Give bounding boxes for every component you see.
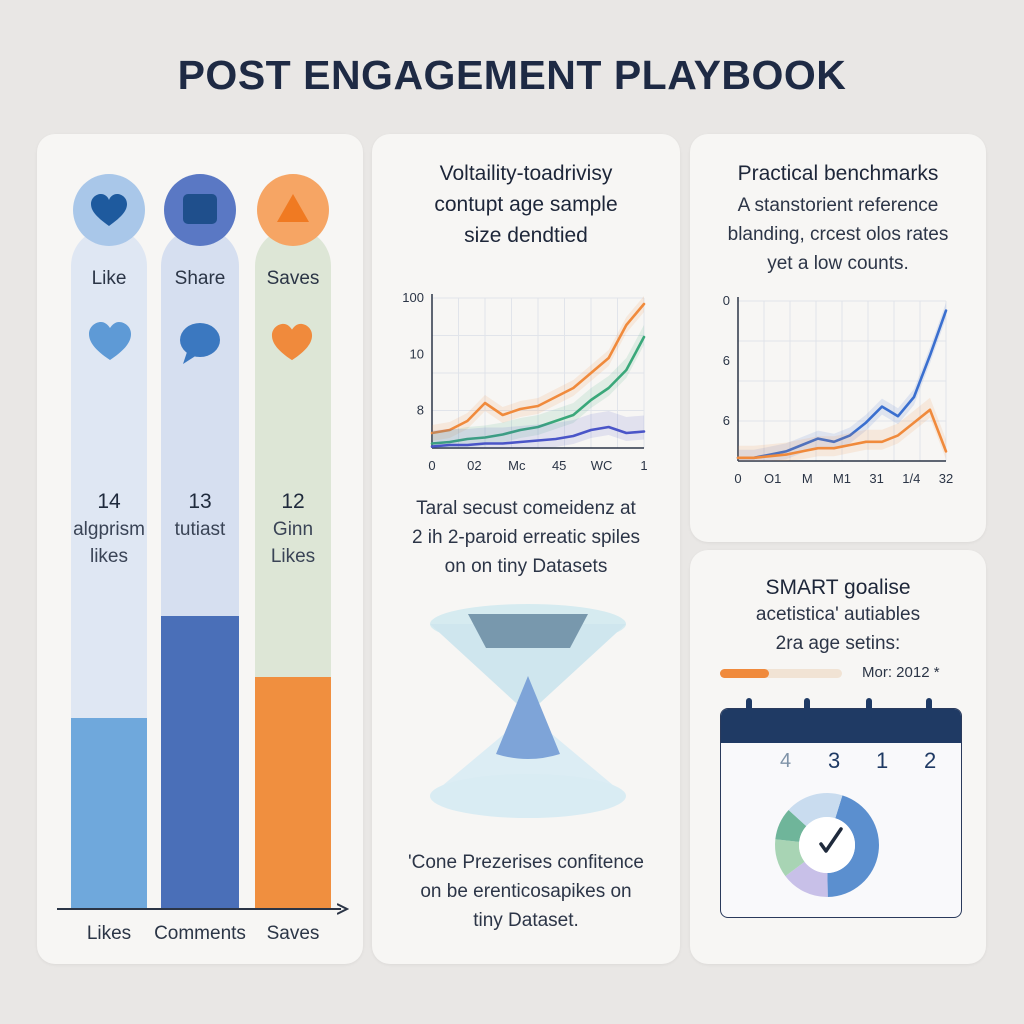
saves-sublabel-1: Ginn	[272, 519, 314, 540]
bar-saves	[255, 677, 331, 908]
donut-hole	[799, 817, 855, 873]
x-tick-label: 45	[552, 458, 566, 473]
comment-bubble-icon	[177, 320, 223, 371]
goal-progress-fill	[720, 669, 769, 678]
calendar-ring	[746, 698, 752, 720]
series-line-blue	[736, 309, 948, 460]
saves-sublabel-2: Likes	[270, 546, 316, 567]
heart-icon	[87, 320, 133, 369]
like-sublabel-2: likes	[89, 546, 128, 567]
heart-icon	[73, 174, 145, 246]
x-tick-label: 0	[734, 471, 741, 486]
donut-slice-lavender	[785, 861, 828, 897]
cone-footer-1: 'Cone Prezerises confitence	[408, 852, 644, 873]
cone-footer-3: tiny Dataset.	[473, 910, 579, 931]
x-tick-label: 1	[640, 458, 647, 473]
y-tick-label: 10	[410, 346, 424, 361]
x-tick-label: 02	[467, 458, 481, 473]
calendar-number: 4	[780, 750, 792, 772]
x-axis-line	[57, 908, 341, 910]
confidence-cone-icon	[430, 604, 626, 818]
smart-line-1: acetistica' autiables	[755, 604, 921, 625]
benchmarks-card: Practical benchmarks A stanstorient refe…	[690, 134, 986, 542]
volatility-card: Voltaility-toadrivisy contupt age sample…	[372, 134, 680, 964]
volatility-caption-2: 2 ih 2-paroid erreatic spiles	[411, 527, 641, 548]
volatility-heading-1: Voltaility-toadrivisy	[439, 162, 613, 185]
x-tick-label: WC	[591, 458, 613, 473]
series-line-green	[430, 335, 646, 445]
axis-arrow-icon	[337, 903, 349, 915]
benchmarks-line-chart: 0 6 6 0 O1 M M1 31 1/4 32	[723, 293, 953, 486]
x-tick-label: M1	[833, 471, 851, 486]
x-tick-label: 1/4	[902, 471, 920, 486]
volatility-heading-2: contupt age sample	[434, 193, 618, 216]
series-band	[432, 325, 644, 448]
volatility-heading-3: size dendtied	[464, 224, 588, 247]
goal-progress-label: Mor: 2012 *	[862, 664, 940, 681]
donut-slice-green	[775, 839, 805, 877]
smart-goals-card: SMART goalise acetistica' autiables 2ra …	[690, 550, 986, 964]
benchmarks-heading: Practical benchmarks	[737, 162, 939, 185]
smart-line-2: 2ra age setins:	[775, 633, 901, 654]
y-tick-label: 8	[417, 403, 424, 418]
x-tick-label: 31	[869, 471, 883, 486]
heart-icon	[270, 322, 314, 369]
like-sublabel-1: algprism	[73, 519, 145, 540]
calendar-ring	[866, 698, 872, 720]
calendar-number: 3	[828, 748, 841, 773]
axis-label-saves: Saves	[266, 923, 320, 944]
saves-label: Saves	[266, 268, 320, 289]
like-count: 14	[97, 490, 121, 513]
page-title: POST ENGAGEMENT PLAYBOOK	[177, 52, 847, 98]
series-band	[738, 302, 946, 461]
donut-slice-light-blue	[788, 793, 843, 827]
y-tick-label: 0	[723, 293, 730, 308]
like-label: Like	[91, 268, 127, 289]
engagement-bars-card: Like Share Saves 14 13 12 algprism likes…	[37, 134, 363, 964]
volatility-line-chart: 100 10 8 0 02 Mc 45 WC 1	[402, 290, 647, 473]
calendar-number: 2	[924, 748, 937, 773]
calendar-ring	[926, 698, 932, 720]
calendar-header	[721, 709, 961, 743]
bar-comments	[161, 616, 239, 908]
axis-label-likes: Likes	[86, 923, 132, 944]
series-line-orange	[430, 302, 646, 435]
goal-progress-track	[720, 669, 842, 678]
x-tick-label: 0	[428, 458, 435, 473]
benchmarks-text-1: A stanstorient reference	[737, 195, 939, 216]
y-tick-label: 6	[723, 413, 730, 428]
volatility-caption-3: on on tiny Datasets	[444, 556, 608, 577]
calendar-number: 1	[876, 748, 889, 773]
x-tick-label: O1	[764, 471, 781, 486]
goal-donut-chart	[775, 793, 879, 897]
checkmark-icon	[819, 827, 843, 853]
y-tick-label: 100	[402, 290, 424, 305]
volatility-caption-1: Taral secust comeidenz at	[416, 498, 636, 519]
share-count: 13	[188, 490, 212, 513]
calendar-ring	[804, 698, 810, 720]
x-tick-label: 32	[939, 471, 953, 486]
series-band	[738, 397, 946, 461]
benchmarks-text-3: yet a low counts.	[767, 253, 909, 274]
y-tick-label: 6	[723, 353, 730, 368]
donut-slice-teal	[775, 809, 807, 842]
x-tick-label: Mc	[508, 458, 526, 473]
axis-label-comments: Comments	[154, 923, 246, 944]
smart-heading: SMART goalise	[765, 576, 911, 599]
series-line-orange	[736, 408, 948, 460]
series-line-blue	[430, 425, 646, 448]
series-band	[432, 411, 644, 448]
triangle-icon	[257, 174, 329, 246]
share-label: Share	[174, 268, 226, 289]
benchmarks-text-2: blanding, crcest olos rates	[727, 224, 949, 245]
share-square-icon	[164, 174, 236, 246]
saves-count: 12	[281, 490, 305, 513]
cone-footer-2: on be erenticosapikes on	[420, 881, 632, 902]
donut-slice-blue	[827, 795, 879, 897]
bar-likes	[71, 718, 147, 908]
share-sublabel-1: tutiast	[174, 519, 226, 540]
x-tick-label: M	[802, 471, 813, 486]
